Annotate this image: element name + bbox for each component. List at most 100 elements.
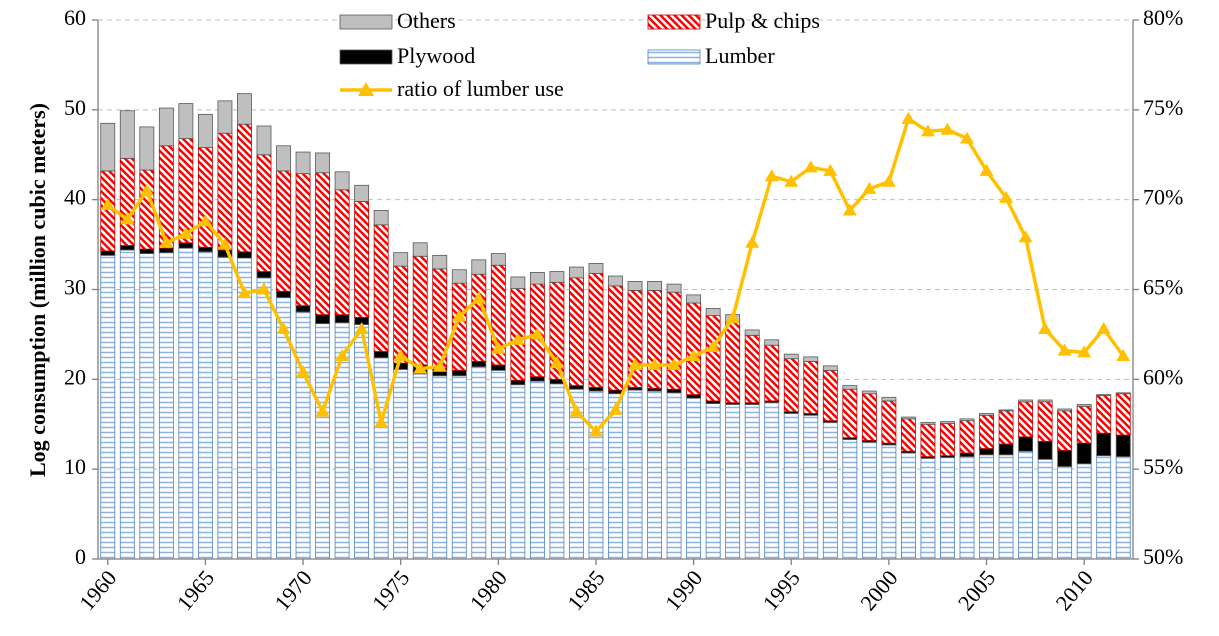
bar-segment: [842, 439, 858, 560]
bar-segment: [276, 170, 291, 292]
bar-segment: [197, 113, 213, 148]
bar-segment: [100, 254, 116, 560]
y-tick-label: 40: [64, 185, 86, 210]
line-marker: [569, 404, 584, 417]
bar-segment: [1018, 436, 1034, 452]
bar-segment: [1018, 450, 1034, 560]
bar-segment: [256, 154, 272, 272]
line-marker: [667, 357, 682, 370]
bar-segment: [588, 390, 604, 560]
line-marker: [1116, 348, 1131, 361]
line-marker: [1077, 345, 1092, 358]
line-marker: [139, 183, 154, 196]
bar-segment: [334, 314, 350, 324]
bar-segment: [725, 404, 741, 560]
x-tick-label: 2010: [1050, 565, 1097, 615]
bar-segment: [237, 257, 252, 560]
bar-segment: [1115, 393, 1131, 436]
bar-segment: [295, 305, 311, 313]
bar-segment: [100, 250, 116, 256]
bar-segment: [373, 357, 389, 560]
bar-segment: [803, 360, 819, 414]
line-marker: [315, 404, 330, 417]
bar-segment: [451, 269, 467, 284]
bar-segment: [861, 390, 877, 395]
bar-segment: [686, 397, 702, 560]
bar-segment: [666, 388, 682, 394]
bar-segment: [1018, 401, 1034, 438]
line-marker: [920, 124, 935, 137]
line-marker: [432, 359, 447, 372]
bar-segment: [627, 389, 643, 560]
bar-segment: [1076, 404, 1092, 407]
legend-swatch: [339, 49, 393, 65]
bar-segment: [783, 413, 799, 560]
bar-segment: [315, 323, 331, 560]
legend-label: Lumber: [705, 43, 775, 68]
legend-item: Pulp & chips: [647, 8, 820, 33]
bar-segment: [608, 275, 623, 287]
bar-segment: [510, 384, 526, 560]
bar-segment: [334, 171, 350, 191]
line-marker: [1038, 322, 1053, 335]
bar-segment: [822, 422, 838, 560]
y-tick-label: 0: [75, 544, 86, 569]
bar-segment: [764, 344, 780, 402]
bar-segment: [217, 132, 233, 251]
line-marker: [1057, 343, 1072, 356]
bar-segment: [1115, 392, 1131, 395]
bar-segment: [237, 251, 252, 259]
bar-segment: [334, 189, 350, 316]
line-marker: [823, 163, 838, 176]
bar-segment: [197, 251, 213, 560]
bar-segment: [881, 396, 897, 402]
bar-segment: [822, 369, 838, 422]
bar-segment: [178, 103, 194, 139]
y2-tick-label: 60%: [1143, 364, 1183, 389]
line-marker: [256, 282, 271, 295]
bar-segment: [529, 380, 545, 560]
bar-segment: [881, 444, 897, 560]
bar-segment: [1037, 401, 1053, 442]
bar-segment: [295, 311, 311, 560]
line-marker: [393, 348, 408, 361]
legend-item: Lumber: [647, 43, 775, 68]
bar-segment: [1057, 466, 1073, 560]
bar-segment: [158, 107, 174, 147]
bar-segment: [822, 365, 838, 371]
bar-segment: [471, 273, 487, 362]
line-marker: [413, 361, 428, 374]
line-marker: [706, 339, 721, 352]
bar-segment: [412, 255, 428, 366]
bar-segment: [608, 389, 623, 395]
line-marker: [764, 169, 779, 182]
line-marker: [940, 122, 955, 135]
bar-segment: [647, 387, 662, 392]
line-marker: [608, 402, 623, 415]
y-tick-label: 10: [64, 454, 86, 479]
bar-segment: [315, 172, 331, 316]
bar-segment: [900, 452, 916, 560]
bar-segment: [1096, 455, 1112, 560]
bar-segment: [764, 339, 780, 346]
bar-segment: [705, 315, 721, 402]
x-tick-label: 1980: [465, 565, 512, 615]
bar-segment: [412, 373, 428, 560]
bar-segment: [315, 152, 331, 174]
bar-segment: [158, 252, 174, 560]
bar-segment: [119, 249, 135, 560]
y-axis-label: Log consumption (million cubic meters): [25, 103, 50, 477]
bar-segment: [315, 314, 331, 325]
bar-segment: [744, 334, 760, 404]
bar-segment: [920, 423, 936, 457]
bar-segment: [1037, 440, 1053, 460]
bar-segment: [1096, 395, 1112, 434]
line-marker: [588, 424, 603, 437]
bar-segment: [569, 277, 584, 387]
bar-segment: [217, 256, 233, 560]
bar-segment: [764, 402, 780, 560]
bar-segment: [666, 392, 682, 560]
bar-segment: [510, 379, 526, 386]
line-marker: [100, 198, 115, 211]
